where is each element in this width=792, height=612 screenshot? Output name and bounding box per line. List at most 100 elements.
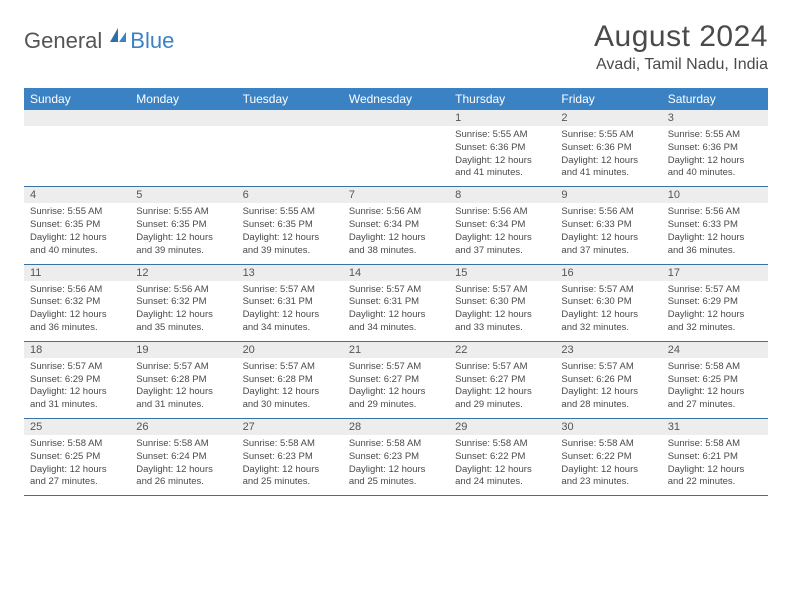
- day-cell: Sunrise: 5:57 AMSunset: 6:28 PMDaylight:…: [237, 358, 343, 418]
- sunrise-text: Sunrise: 5:56 AM: [136, 284, 230, 297]
- day-cell: Sunrise: 5:57 AMSunset: 6:27 PMDaylight:…: [449, 358, 555, 418]
- sunset-text: Sunset: 6:33 PM: [668, 219, 762, 232]
- sunset-text: Sunset: 6:21 PM: [668, 451, 762, 464]
- sunrise-text: Sunrise: 5:57 AM: [349, 284, 443, 297]
- day-number: 10: [662, 187, 768, 203]
- sunrise-text: Sunrise: 5:56 AM: [455, 206, 549, 219]
- daylight-text: Daylight: 12 hours and 35 minutes.: [136, 309, 230, 335]
- day-cell: Sunrise: 5:58 AMSunset: 6:24 PMDaylight:…: [130, 435, 236, 495]
- day-header-tuesday: Tuesday: [237, 88, 343, 110]
- sunset-text: Sunset: 6:24 PM: [136, 451, 230, 464]
- sunset-text: Sunset: 6:31 PM: [349, 296, 443, 309]
- day-header-saturday: Saturday: [662, 88, 768, 110]
- day-number: 31: [662, 419, 768, 435]
- day-cell: Sunrise: 5:56 AMSunset: 6:33 PMDaylight:…: [662, 203, 768, 263]
- day-cell: Sunrise: 5:58 AMSunset: 6:23 PMDaylight:…: [343, 435, 449, 495]
- logo-sail-icon: [108, 26, 128, 49]
- day-header-friday: Friday: [555, 88, 661, 110]
- day-number: 19: [130, 342, 236, 358]
- day-number: 22: [449, 342, 555, 358]
- day-number: 30: [555, 419, 661, 435]
- day-number: 6: [237, 187, 343, 203]
- day-number: 14: [343, 265, 449, 281]
- day-number: 17: [662, 265, 768, 281]
- day-number: 9: [555, 187, 661, 203]
- day-cell: Sunrise: 5:57 AMSunset: 6:27 PMDaylight:…: [343, 358, 449, 418]
- day-cell: Sunrise: 5:58 AMSunset: 6:22 PMDaylight:…: [449, 435, 555, 495]
- daylight-text: Daylight: 12 hours and 27 minutes.: [30, 464, 124, 490]
- day-cell: [24, 126, 130, 186]
- sunset-text: Sunset: 6:30 PM: [455, 296, 549, 309]
- sunrise-text: Sunrise: 5:55 AM: [561, 129, 655, 142]
- sunrise-text: Sunrise: 5:55 AM: [30, 206, 124, 219]
- daylight-text: Daylight: 12 hours and 39 minutes.: [243, 232, 337, 258]
- month-title: August 2024: [594, 20, 768, 54]
- day-header-row: SundayMondayTuesdayWednesdayThursdayFrid…: [24, 88, 768, 110]
- day-cell: [130, 126, 236, 186]
- week-row: 18192021222324Sunrise: 5:57 AMSunset: 6:…: [24, 342, 768, 419]
- header: General Blue August 2024 Avadi, Tamil Na…: [24, 20, 768, 74]
- sunset-text: Sunset: 6:22 PM: [561, 451, 655, 464]
- sunrise-text: Sunrise: 5:57 AM: [668, 284, 762, 297]
- day-number: 18: [24, 342, 130, 358]
- day-number: 23: [555, 342, 661, 358]
- day-cell: Sunrise: 5:55 AMSunset: 6:35 PMDaylight:…: [237, 203, 343, 263]
- logo-text-b: Blue: [130, 28, 174, 54]
- sunset-text: Sunset: 6:36 PM: [668, 142, 762, 155]
- sunset-text: Sunset: 6:35 PM: [30, 219, 124, 232]
- sunrise-text: Sunrise: 5:57 AM: [349, 361, 443, 374]
- daylight-text: Daylight: 12 hours and 36 minutes.: [668, 232, 762, 258]
- day-header-wednesday: Wednesday: [343, 88, 449, 110]
- logo-text-a: General: [24, 28, 102, 54]
- sunset-text: Sunset: 6:27 PM: [455, 374, 549, 387]
- daylight-text: Daylight: 12 hours and 37 minutes.: [455, 232, 549, 258]
- sunset-text: Sunset: 6:30 PM: [561, 296, 655, 309]
- day-cell: Sunrise: 5:58 AMSunset: 6:23 PMDaylight:…: [237, 435, 343, 495]
- sunrise-text: Sunrise: 5:56 AM: [30, 284, 124, 297]
- daylight-text: Daylight: 12 hours and 34 minutes.: [349, 309, 443, 335]
- day-number: 26: [130, 419, 236, 435]
- day-number: 24: [662, 342, 768, 358]
- daylight-text: Daylight: 12 hours and 33 minutes.: [455, 309, 549, 335]
- sunrise-text: Sunrise: 5:55 AM: [455, 129, 549, 142]
- daylight-text: Daylight: 12 hours and 24 minutes.: [455, 464, 549, 490]
- sunset-text: Sunset: 6:34 PM: [455, 219, 549, 232]
- day-cell: Sunrise: 5:58 AMSunset: 6:22 PMDaylight:…: [555, 435, 661, 495]
- day-number: 25: [24, 419, 130, 435]
- location: Avadi, Tamil Nadu, India: [594, 56, 768, 74]
- day-number: 29: [449, 419, 555, 435]
- sunrise-text: Sunrise: 5:57 AM: [455, 284, 549, 297]
- sunset-text: Sunset: 6:23 PM: [349, 451, 443, 464]
- daylight-text: Daylight: 12 hours and 28 minutes.: [561, 386, 655, 412]
- daylight-text: Daylight: 12 hours and 31 minutes.: [136, 386, 230, 412]
- daylight-text: Daylight: 12 hours and 39 minutes.: [136, 232, 230, 258]
- sunset-text: Sunset: 6:36 PM: [455, 142, 549, 155]
- day-cell: Sunrise: 5:55 AMSunset: 6:36 PMDaylight:…: [449, 126, 555, 186]
- day-cell: Sunrise: 5:56 AMSunset: 6:32 PMDaylight:…: [24, 281, 130, 341]
- sunset-text: Sunset: 6:23 PM: [243, 451, 337, 464]
- daylight-text: Daylight: 12 hours and 36 minutes.: [30, 309, 124, 335]
- sunrise-text: Sunrise: 5:58 AM: [455, 438, 549, 451]
- sunrise-text: Sunrise: 5:57 AM: [561, 361, 655, 374]
- day-cell: Sunrise: 5:58 AMSunset: 6:21 PMDaylight:…: [662, 435, 768, 495]
- sunrise-text: Sunrise: 5:58 AM: [243, 438, 337, 451]
- day-number: [237, 110, 343, 126]
- sunrise-text: Sunrise: 5:58 AM: [136, 438, 230, 451]
- week-row: 25262728293031Sunrise: 5:58 AMSunset: 6:…: [24, 419, 768, 496]
- day-number: 28: [343, 419, 449, 435]
- day-cell: Sunrise: 5:56 AMSunset: 6:34 PMDaylight:…: [449, 203, 555, 263]
- day-cell: Sunrise: 5:56 AMSunset: 6:33 PMDaylight:…: [555, 203, 661, 263]
- day-number: [343, 110, 449, 126]
- sunrise-text: Sunrise: 5:57 AM: [30, 361, 124, 374]
- daylight-text: Daylight: 12 hours and 32 minutes.: [668, 309, 762, 335]
- sunrise-text: Sunrise: 5:56 AM: [349, 206, 443, 219]
- sunset-text: Sunset: 6:26 PM: [561, 374, 655, 387]
- day-number: 27: [237, 419, 343, 435]
- sunrise-text: Sunrise: 5:55 AM: [668, 129, 762, 142]
- day-number: 8: [449, 187, 555, 203]
- daylight-text: Daylight: 12 hours and 22 minutes.: [668, 464, 762, 490]
- day-cell: Sunrise: 5:58 AMSunset: 6:25 PMDaylight:…: [662, 358, 768, 418]
- sunrise-text: Sunrise: 5:55 AM: [243, 206, 337, 219]
- sunrise-text: Sunrise: 5:57 AM: [243, 361, 337, 374]
- sunrise-text: Sunrise: 5:55 AM: [136, 206, 230, 219]
